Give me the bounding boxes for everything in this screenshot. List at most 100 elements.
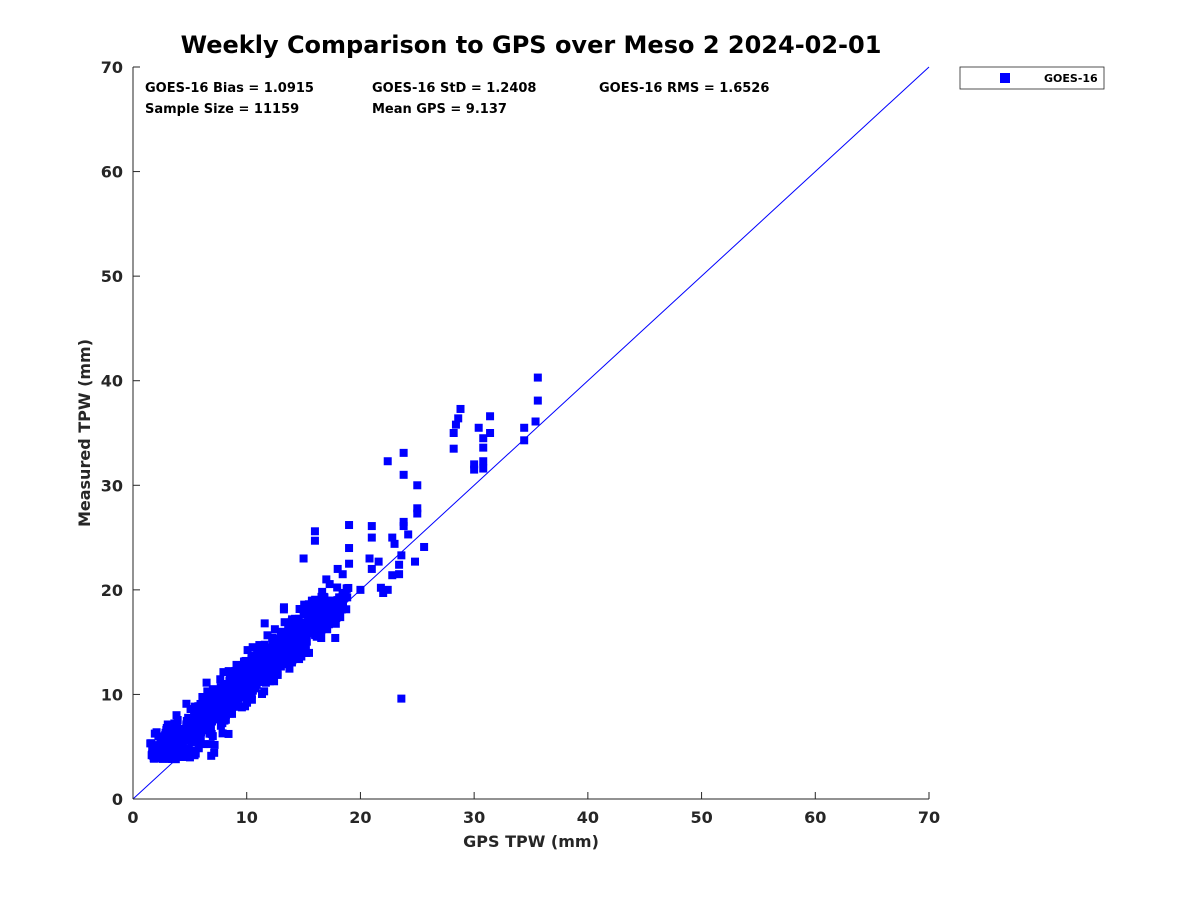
data-point <box>299 607 308 616</box>
data-point <box>215 696 224 705</box>
data-point <box>194 744 203 753</box>
data-point <box>323 599 332 608</box>
data-point <box>216 675 225 684</box>
data-point <box>374 557 383 566</box>
data-point <box>286 629 295 638</box>
data-point <box>193 737 202 746</box>
data-point <box>218 729 227 738</box>
data-point <box>404 530 413 539</box>
data-point <box>167 735 176 744</box>
data-point <box>195 723 204 732</box>
data-point <box>383 457 392 466</box>
data-point <box>286 647 295 656</box>
data-point <box>451 420 460 429</box>
data-point <box>193 729 202 738</box>
data-point <box>248 643 257 652</box>
data-point <box>248 678 257 687</box>
y-tick-label: 40 <box>101 372 123 391</box>
data-point <box>306 620 315 629</box>
x-axis-label: GPS TPW (mm) <box>463 832 599 851</box>
data-point <box>284 621 293 630</box>
data-point <box>470 465 479 474</box>
legend-box <box>959 66 1105 90</box>
data-point <box>456 404 465 413</box>
data-point <box>202 716 211 725</box>
data-point <box>279 603 288 612</box>
data-point <box>310 613 319 622</box>
data-point <box>265 677 274 686</box>
chart-title: Weekly Comparison to GPS over Meso 2 202… <box>181 31 882 59</box>
legend: GOES-16 <box>959 66 1105 90</box>
data-point <box>222 684 231 693</box>
data-point <box>454 414 463 423</box>
y-tick-label: 60 <box>101 163 123 182</box>
data-point <box>239 657 248 666</box>
data-point <box>198 692 207 701</box>
data-point <box>299 554 308 563</box>
data-point <box>337 605 346 614</box>
data-point <box>202 678 211 687</box>
data-point <box>263 631 272 640</box>
data-point <box>234 673 243 682</box>
data-point <box>312 602 321 611</box>
x-tick-label: 60 <box>804 808 826 827</box>
data-point <box>486 429 495 437</box>
data-point <box>293 646 302 655</box>
data-point <box>224 693 233 702</box>
data-point <box>413 504 422 513</box>
x-tick-label: 30 <box>463 808 485 827</box>
data-point <box>328 607 337 616</box>
data-point <box>486 412 495 421</box>
data-point <box>182 699 191 708</box>
data-point <box>242 697 251 706</box>
data-point <box>258 644 267 653</box>
x-tick-label: 50 <box>690 808 712 827</box>
data-point <box>399 522 408 531</box>
data-point <box>399 517 408 526</box>
data-point <box>223 707 232 716</box>
plot-area: 0 10 20 30 40 50 60 70 0 10 20 30 40 50 60 70 <box>101 58 940 827</box>
data-point <box>198 704 207 713</box>
data-point <box>216 690 225 699</box>
data-point <box>210 748 219 757</box>
data-point <box>219 668 228 677</box>
data-point <box>203 687 212 696</box>
data-point <box>300 600 309 609</box>
data-point <box>376 583 385 592</box>
data-point <box>479 434 488 443</box>
data-point <box>275 634 284 643</box>
data-point <box>282 657 291 666</box>
data-point <box>244 671 253 680</box>
data-point <box>520 423 529 432</box>
data-point <box>395 560 404 569</box>
stat-mean-gps: Mean GPS = 9.137 <box>372 102 507 117</box>
data-point <box>479 443 488 452</box>
data-point <box>318 587 327 596</box>
y-axis-ticks: 0 10 20 30 40 50 60 70 <box>101 58 140 809</box>
data-point <box>160 749 169 758</box>
data-point <box>306 602 315 611</box>
data-point <box>310 527 319 536</box>
data-point <box>479 457 488 466</box>
data-point <box>229 687 238 696</box>
x-tick-label: 10 <box>236 808 258 827</box>
data-point <box>198 709 207 718</box>
data-point <box>324 620 333 629</box>
data-point <box>227 702 236 711</box>
data-point <box>199 740 208 749</box>
y-tick-label: 30 <box>101 476 123 495</box>
stat-rms: GOES-16 RMS = 1.6526 <box>599 81 769 96</box>
data-point <box>257 689 266 698</box>
data-point <box>184 750 193 759</box>
data-point <box>248 670 257 679</box>
stat-sample-size: Sample Size = 11159 <box>145 102 299 117</box>
data-point <box>318 599 327 608</box>
data-point <box>172 742 181 751</box>
data-point <box>397 694 406 703</box>
data-point <box>238 690 247 699</box>
data-point <box>213 713 222 722</box>
data-point <box>331 619 340 628</box>
data-point <box>173 722 182 731</box>
data-point <box>160 740 169 749</box>
x-tick-label: 20 <box>349 808 371 827</box>
